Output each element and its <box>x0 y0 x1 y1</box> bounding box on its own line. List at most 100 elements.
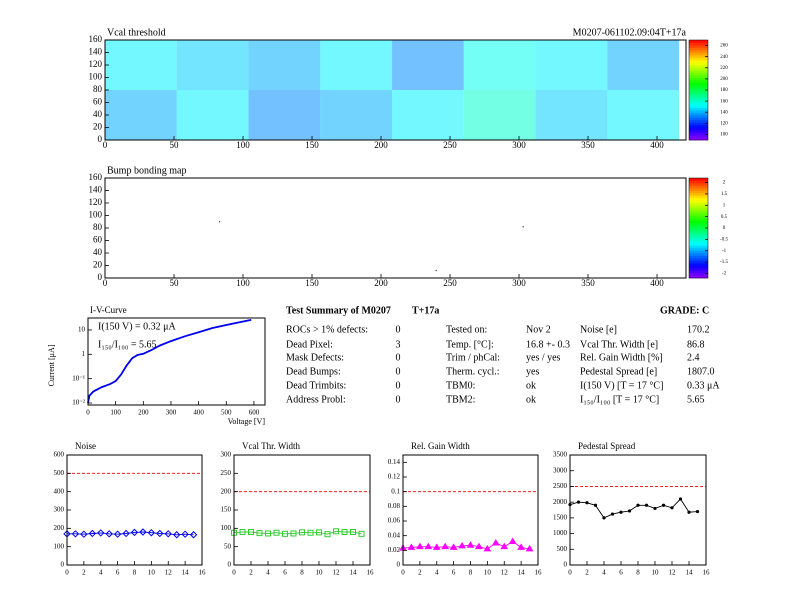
x-tick-label: 6 <box>619 569 623 577</box>
chart-title: Bump bonding map <box>107 165 186 176</box>
x-tick-label: 50 <box>170 278 180 288</box>
colorbar-stripe <box>689 263 708 266</box>
marker <box>358 530 365 537</box>
summary-label: Noise [e] <box>580 324 617 335</box>
colorbar-stripe <box>689 193 708 196</box>
y-tick-label: 40 <box>93 247 103 257</box>
colorbar-label: 1.5 <box>721 192 728 197</box>
colorbar-stripe <box>689 235 708 239</box>
y-tick-label: 0.1 <box>391 487 400 495</box>
marker <box>80 530 88 538</box>
marker <box>424 542 433 550</box>
colorbar-stripe <box>689 228 708 231</box>
marker <box>449 543 458 550</box>
chart-title: Vcal threshold <box>107 27 166 38</box>
x-tick-label: 16 <box>367 569 375 577</box>
colorbar-stripe <box>689 188 708 191</box>
summary-value: 16.8 +- 0.3 <box>526 339 570 350</box>
plot-frame-border <box>87 317 266 406</box>
x-tick-label: 10 <box>652 569 660 577</box>
x-tick-label: 14 <box>518 569 526 577</box>
marker <box>670 506 674 510</box>
summary-value: 0 <box>396 352 401 363</box>
x-tick-label: 10 <box>148 569 156 577</box>
summary-value: 86.8 <box>687 339 705 350</box>
x-tick-label: 12 <box>501 569 509 577</box>
y-tick-label: 60 <box>93 97 103 107</box>
x-tick-label: 200 <box>138 409 149 417</box>
colorbar-stripe <box>689 50 708 53</box>
x-tick-label: 400 <box>193 409 204 417</box>
y-tick-label: 80 <box>93 222 103 232</box>
colorbar-stripe <box>689 268 708 271</box>
colorbar-stripe <box>689 107 708 111</box>
heatmap-cell <box>248 40 321 90</box>
x-tick-label: 0 <box>103 278 108 288</box>
y-tick-label: 0 <box>564 561 568 569</box>
colorbar-stripe <box>689 82 708 86</box>
marker <box>678 497 683 501</box>
point <box>218 221 221 223</box>
colorbar-stripe <box>689 208 708 211</box>
colorbar-stripe <box>689 183 708 186</box>
colorbar-stripe <box>689 213 708 216</box>
colorbar-stripe <box>689 47 708 51</box>
marker <box>273 529 280 536</box>
chart-title: I-V-Curve <box>90 305 127 315</box>
colorbar-stripe <box>689 218 708 221</box>
marker <box>636 503 640 507</box>
y-tick-label: 400 <box>54 487 65 495</box>
x-tick-label: 6 <box>116 569 120 577</box>
colorbar-stripe <box>689 125 708 128</box>
colorbar-stripe <box>689 55 708 58</box>
colorbar-stripe <box>689 70 708 73</box>
marker <box>122 529 130 538</box>
x-tick-label: 400 <box>650 140 664 150</box>
series-line <box>402 540 530 550</box>
colorbar-label: 140 <box>720 110 728 115</box>
point <box>522 226 524 228</box>
y-tick-label: 120 <box>89 59 103 69</box>
y-tick-label: 0.04 <box>388 531 401 539</box>
colorbar-stripe <box>689 265 708 269</box>
x-tick-label: 300 <box>512 140 526 150</box>
heatmap-cell <box>105 90 177 140</box>
colorbar-stripe <box>689 117 708 121</box>
marker <box>97 529 105 537</box>
marker <box>248 529 254 535</box>
colorbar-stripe <box>689 195 708 199</box>
colorbar-stripe <box>689 42 708 46</box>
marker <box>627 509 632 513</box>
colorbar-stripe <box>689 210 708 214</box>
x-tick-label: 0 <box>65 569 69 577</box>
marker <box>156 529 164 538</box>
marker <box>475 542 483 550</box>
summary-value: 2.4 <box>687 352 700 363</box>
colorbar-stripe <box>689 90 708 93</box>
marker <box>695 509 700 514</box>
summary-label: TBM2: <box>446 394 475 405</box>
heatmap-cell <box>535 40 608 90</box>
summary-title: Test Summary of M0207 <box>286 305 391 316</box>
marker <box>585 501 589 505</box>
marker <box>466 541 475 548</box>
colorbar-stripe <box>689 112 708 116</box>
y-axis-title: Current [μA] <box>47 344 56 386</box>
colorbar-stripe <box>689 45 708 48</box>
colorbar-label: 180 <box>720 88 728 93</box>
x-tick-label: 350 <box>581 140 595 150</box>
colorbar-stripe <box>689 270 708 274</box>
y-tick-label: 1 <box>82 350 86 358</box>
summary-label: Pedestal Spread [e] <box>580 366 657 377</box>
y-tick-label: 200 <box>221 487 232 495</box>
x-tick-label: 0 <box>401 569 405 577</box>
heatmap-cell <box>463 40 536 90</box>
y-tick-label: 100 <box>54 542 65 550</box>
colorbar-stripe <box>689 57 708 61</box>
x-tick-label: 300 <box>512 278 526 288</box>
colorbar-stripe <box>689 220 708 224</box>
x-tick-label: 0 <box>103 140 108 150</box>
y-tick-label: 3500 <box>553 451 568 459</box>
colorbar-stripe <box>689 115 708 118</box>
